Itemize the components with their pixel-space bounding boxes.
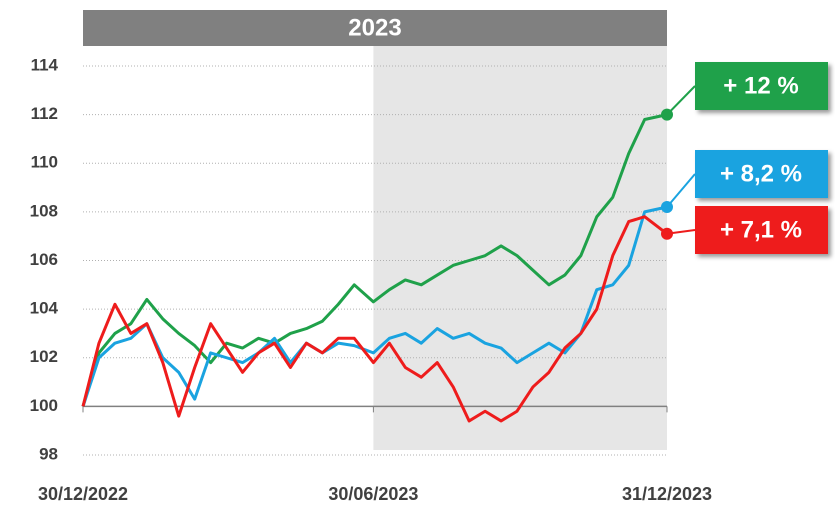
end-point xyxy=(661,201,673,214)
y-tick-label: 110 xyxy=(31,153,58,172)
shaded-period xyxy=(373,46,667,450)
y-tick-label: 112 xyxy=(31,104,58,123)
connector xyxy=(666,173,696,208)
end-point xyxy=(661,108,673,121)
x-tick-label: 30/06/2023 xyxy=(328,484,418,504)
x-tick-label: 30/12/2022 xyxy=(38,484,128,504)
label-box xyxy=(695,62,828,110)
y-tick-label: 104 xyxy=(30,299,59,318)
y-tick-label: 114 xyxy=(31,55,59,74)
y-tick-label: 100 xyxy=(30,396,58,415)
series-line xyxy=(81,113,668,407)
series-line xyxy=(81,205,668,407)
y-tick-label: 98 xyxy=(39,444,58,463)
title-band xyxy=(83,10,667,46)
y-tick-label: 108 xyxy=(30,201,58,220)
legend-label: + 7,1 % xyxy=(720,216,802,243)
connector xyxy=(666,85,696,116)
y-tick-label: 102 xyxy=(30,347,58,366)
end-point xyxy=(661,227,673,240)
chart-title: 2023 xyxy=(348,14,401,41)
y-tick-label: 106 xyxy=(30,250,58,269)
series-line xyxy=(81,215,668,423)
label-box xyxy=(695,150,828,198)
legend-label: + 8,2 % xyxy=(720,160,802,187)
legend-label: + 12 % xyxy=(723,72,798,99)
label-box xyxy=(695,206,828,254)
x-tick-label: 31/12/2023 xyxy=(622,484,712,504)
